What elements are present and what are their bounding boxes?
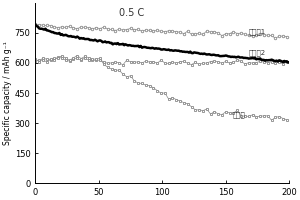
Text: 对比例: 对比例 [232, 112, 245, 118]
Y-axis label: Specific capacity / mAh g⁻¹: Specific capacity / mAh g⁻¹ [3, 41, 12, 145]
Text: 0.5 C: 0.5 C [119, 8, 145, 18]
Text: 实施例2: 实施例2 [249, 50, 266, 56]
Text: 实施例1: 实施例1 [249, 29, 266, 35]
